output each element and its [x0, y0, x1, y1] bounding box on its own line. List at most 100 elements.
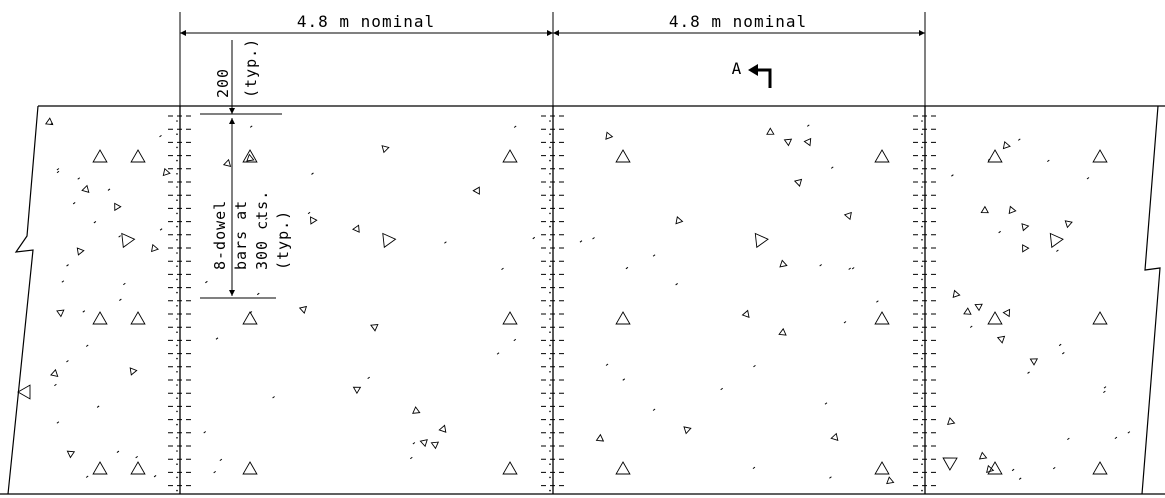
- aggregate-stone: [778, 327, 787, 336]
- aggregate-stone: [44, 117, 54, 126]
- aggregate-stone: [1002, 308, 1011, 318]
- aggregate-speck: [135, 455, 138, 459]
- dowel-dot: [549, 159, 551, 162]
- aggregate-speck: [50, 122, 54, 125]
- dowel-dot: [176, 357, 178, 360]
- aggregate-speck: [56, 168, 60, 171]
- aggregate-stone: [242, 461, 258, 475]
- dowel-dot: [921, 331, 923, 334]
- aggregate-speck: [159, 134, 162, 138]
- aggregate-stone: [996, 335, 1006, 344]
- aggregate-speck: [249, 125, 253, 128]
- aggregate-stone: [1092, 311, 1108, 325]
- aggregate-stone: [130, 461, 146, 475]
- aggregate-speck: [272, 396, 275, 399]
- aggregate-stone: [1092, 461, 1108, 475]
- aggregate-speck: [851, 267, 855, 270]
- dowel-dot: [176, 305, 178, 307]
- dowel-dot: [549, 186, 551, 188]
- dowel-dot: [921, 173, 923, 175]
- aggregate-speck: [806, 124, 810, 127]
- aggregate-speck: [77, 177, 81, 180]
- aggregate-stone: [1021, 223, 1030, 232]
- aggregate-speck: [720, 387, 723, 391]
- aggregate-stone: [595, 433, 605, 442]
- dowel-dot: [176, 133, 178, 135]
- dowel-dot: [176, 384, 178, 386]
- aggregate-stone: [412, 406, 421, 414]
- section-arrow-icon: [754, 68, 772, 88]
- aggregate-speck: [532, 236, 536, 240]
- aggregate-speck: [1127, 431, 1131, 434]
- aggregate-stone: [151, 243, 159, 253]
- aggregate-stone: [76, 247, 85, 256]
- dowel-dot: [549, 252, 551, 254]
- dowel-spacing-note: 8-dowel bars at 300 cts. (typ.): [211, 190, 292, 270]
- dowel-dot: [176, 344, 178, 347]
- dowel-dot: [549, 371, 551, 373]
- aggregate-speck: [1047, 159, 1050, 163]
- aggregate-speck: [513, 338, 517, 342]
- aggregate-stone: [1002, 140, 1011, 150]
- aggregate-speck: [513, 125, 517, 128]
- aggregate-stone: [472, 186, 480, 195]
- aggregate-stone: [66, 450, 76, 459]
- aggregate-speck: [444, 241, 447, 244]
- dowel-dot: [549, 120, 551, 122]
- aggregate-stone: [978, 451, 988, 460]
- aggregate-speck: [85, 475, 89, 478]
- aggregate-stone: [874, 149, 890, 163]
- aggregate-speck: [969, 325, 973, 328]
- dowel-dot: [921, 305, 923, 307]
- aggregate-stone: [766, 127, 775, 135]
- dowel-note-line-1: 8-dowel: [211, 200, 229, 270]
- aggregate-stone: [754, 232, 769, 249]
- aggregate-stone: [779, 259, 788, 268]
- dowel-dot: [549, 397, 551, 400]
- aggregate-stone: [129, 367, 138, 376]
- aggregate-speck: [843, 321, 847, 324]
- dowel-dot: [921, 239, 923, 241]
- aggregate-stone: [615, 311, 631, 325]
- dowel-dot: [176, 212, 178, 215]
- aggregate-stone: [793, 178, 803, 187]
- dowel-dot: [921, 437, 923, 439]
- aggregate-stone: [963, 307, 972, 315]
- aggregate-speck: [1056, 249, 1059, 252]
- aggregate-stone: [246, 153, 255, 162]
- dowel-dot: [549, 133, 551, 135]
- dowel-dot: [176, 318, 178, 320]
- aggregate-speck: [219, 458, 223, 462]
- transverse-joints: [168, 106, 937, 494]
- concrete-aggregate-pattern: [17, 117, 1131, 485]
- dowel-dot: [921, 120, 923, 122]
- dowel-dot: [921, 291, 923, 294]
- dowel-dot: [549, 278, 551, 281]
- dowel-dot: [549, 291, 551, 294]
- dowel-dot: [549, 489, 551, 492]
- aggregate-speck: [66, 264, 69, 267]
- aggregate-speck: [265, 217, 268, 220]
- dowel-dot: [176, 331, 178, 334]
- dowel-dot: [549, 318, 551, 320]
- aggregate-speck: [1103, 390, 1106, 394]
- dowel-dot: [176, 146, 178, 149]
- dowel-dot: [549, 146, 551, 149]
- aggregate-speck: [605, 363, 609, 366]
- dowel-dot: [176, 186, 178, 188]
- aggregate-speck: [1052, 467, 1056, 470]
- aggregate-speck: [1086, 177, 1090, 180]
- aggregate-speck: [987, 158, 991, 161]
- dowel-dot: [921, 371, 923, 373]
- dowel-dot: [921, 199, 923, 201]
- aggregate-speck: [215, 337, 219, 340]
- aggregate-stone: [130, 311, 146, 325]
- aggregate-stone: [310, 216, 318, 225]
- aggregate-speck: [159, 228, 163, 231]
- aggregate-speck: [82, 310, 86, 313]
- aggregate-speck: [367, 376, 370, 380]
- dowel-dot: [176, 476, 178, 479]
- aggregate-stone: [874, 461, 890, 475]
- aggregate-speck: [501, 267, 504, 271]
- aggregate-speck: [625, 266, 629, 270]
